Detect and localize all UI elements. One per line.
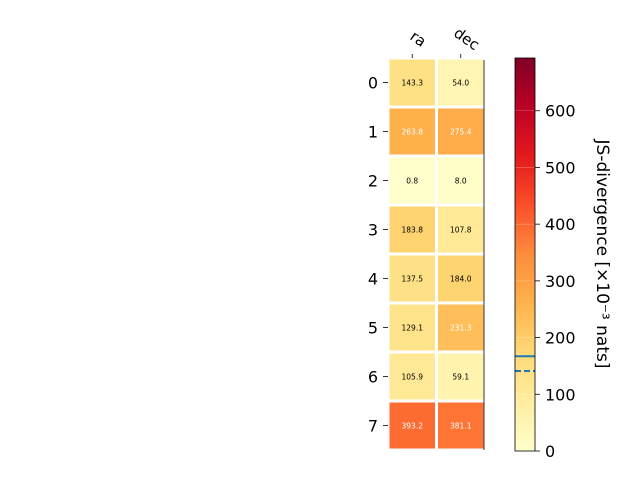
colorbar-tick-label: 600	[545, 102, 576, 121]
cell-value-label: 263.8	[402, 128, 424, 137]
row-tick-label: 6	[368, 368, 378, 387]
row-tick-label: 1	[368, 123, 378, 142]
cell-value-label: 393.2	[402, 422, 424, 431]
cell-value-label: 275.4	[450, 128, 472, 137]
cell-value-label: 107.8	[450, 226, 472, 235]
cell-value-label: 59.1	[452, 373, 469, 382]
colorbar-tick-label: 200	[545, 329, 576, 348]
colorbar-gradient	[515, 58, 535, 451]
colorbar-frame	[514, 57, 536, 452]
cell-value-label: 231.3	[450, 324, 472, 333]
cell-value-label: 54.0	[452, 79, 469, 88]
row-tick-label: 2	[368, 172, 378, 191]
heatmap-cell	[435, 399, 487, 452]
colorbar-tick-label: 100	[545, 385, 576, 404]
row-tick-label: 4	[368, 270, 378, 289]
cell-value-label: 183.8	[402, 226, 424, 235]
colorbar-tick-label: 500	[545, 158, 576, 177]
cell-value-label: 184.0	[450, 275, 472, 284]
cell-value-label: 8.0	[455, 177, 467, 186]
cell-value-label: 105.9	[402, 373, 424, 382]
colorbar-tick-label: 300	[545, 272, 576, 291]
row-tick-label: 7	[368, 417, 378, 436]
row-labels: 0 1 2 3 4 5 6 7	[368, 74, 388, 436]
heatmap-cell	[435, 252, 487, 305]
row-tick-label: 5	[368, 319, 378, 338]
colorbar-tick-label: 400	[545, 215, 576, 234]
colorbar: 0 100 200 300 400 500 600	[514, 57, 576, 461]
column-labels: ra dec	[407, 24, 483, 58]
heatmap-cell	[435, 105, 487, 158]
heatmap-cell	[435, 203, 487, 256]
cell-value-label: 0.8	[406, 177, 418, 186]
column-tick-label: dec	[450, 24, 482, 54]
cell-value-label: 143.3	[402, 79, 424, 88]
cell-value-label: 137.5	[402, 275, 424, 284]
colorbar-label: JS-divergence [×10⁻³ nats]	[592, 139, 612, 369]
cell-value-label: 129.1	[402, 324, 424, 333]
row-tick-label: 0	[368, 74, 378, 93]
column-tick-label: ra	[407, 27, 430, 51]
colorbar-tick-label: 0	[545, 442, 555, 461]
row-tick-label: 3	[368, 221, 378, 240]
cell-value-label: 381.1	[450, 422, 472, 431]
heatmap-cell	[435, 154, 487, 207]
heatmap: 143.3 54.0 263.8 275.4 0.8 8.0 183.8 107.8 137.5…	[386, 56, 487, 452]
